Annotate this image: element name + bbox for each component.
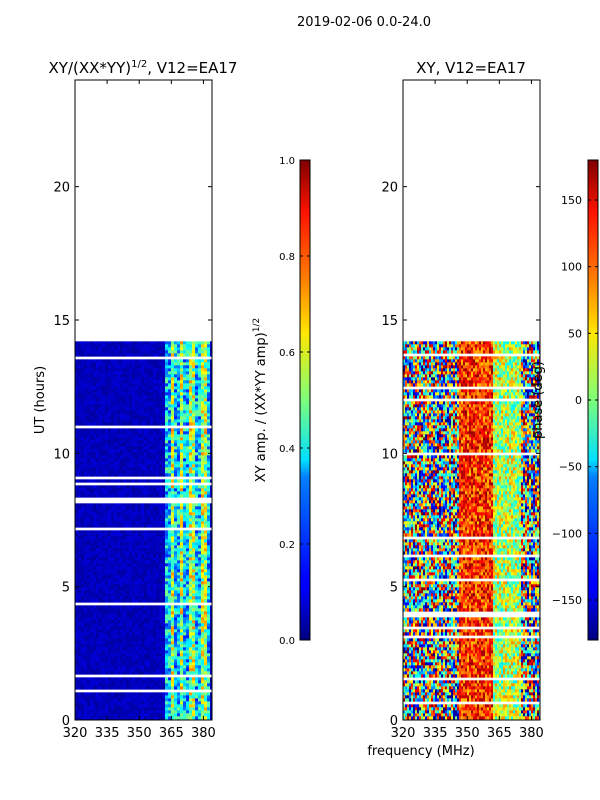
colorbar-tick-label: −100 — [552, 527, 582, 540]
amplitude-panel-title: XY/(XX*YY)1/2, V12=EA17 — [49, 59, 238, 77]
y-tick-label: 5 — [62, 581, 70, 596]
y-tick-label: 5 — [390, 581, 398, 596]
colorbar-tick-label: 0.2 — [279, 540, 295, 551]
x-tick-label: 335 — [95, 726, 120, 741]
phase-colorbar: −150 −100 −50 0 50 100 150 phase (deg) — [531, 159, 599, 641]
colorbar-tick-label: 0.4 — [279, 444, 295, 455]
x-tick-label: 320 — [63, 726, 88, 741]
phase-panel: XY, V12=EA17 320 335 350 365 380 0 5 10 15 20 fre… — [367, 59, 544, 759]
colorbar-tick-label: −150 — [552, 594, 582, 607]
x-tick-label: 380 — [519, 726, 544, 741]
y-tick-label: 20 — [381, 181, 398, 196]
y-tick-label: 0 — [62, 714, 70, 729]
colorbar-tick-label: 100 — [561, 261, 582, 274]
colorbar-tick-label: 0 — [575, 394, 582, 407]
phase-plot-frame — [402, 79, 541, 721]
amplitude-colorbar-gradient — [299, 159, 311, 641]
x-axis-label: frequency (MHz) — [367, 744, 474, 759]
amplitude-panel: XY/(XX*YY)1/2, V12=EA17 320 335 350 365 380 0… — [33, 59, 237, 741]
x-tick-label: 335 — [423, 726, 448, 741]
x-tick-label: 365 — [159, 726, 184, 741]
colorbar-tick-label: 150 — [561, 194, 582, 207]
amplitude-colorbar-label: XY amp. / (XX*YY amp)1/2 — [252, 318, 269, 482]
phase-heatmap — [403, 341, 540, 720]
y-tick-label: 10 — [53, 447, 70, 462]
x-tick-label: 320 — [391, 726, 416, 741]
colorbar-tick-label: −50 — [559, 461, 582, 474]
x-tick-label: 350 — [127, 726, 152, 741]
colorbar-tick-label: 50 — [568, 327, 582, 340]
phase-panel-title: XY, V12=EA17 — [416, 59, 526, 77]
phase-colorbar-label: phase (deg) — [531, 361, 546, 439]
colorbar-tick-label: 0.6 — [279, 348, 295, 359]
amplitude-colorbar: 0.0 0.2 0.4 0.6 0.8 1.0 XY amp. / (XX*YY amp)… — [252, 156, 311, 647]
y-tick-label: 10 — [381, 447, 398, 462]
amplitude-plot-frame — [74, 79, 213, 721]
y-tick-label: 0 — [390, 714, 398, 729]
colorbar-tick-label: 0.0 — [279, 636, 295, 647]
x-tick-label: 350 — [455, 726, 480, 741]
y-tick-label: 15 — [53, 314, 70, 329]
x-tick-label: 365 — [487, 726, 512, 741]
y-tick-label: 15 — [381, 314, 398, 329]
x-tick-label: 380 — [191, 726, 216, 741]
amplitude-y-axis-label: UT (hours) — [33, 366, 48, 434]
y-tick-label: 20 — [53, 181, 70, 196]
colorbar-tick-label: 1.0 — [279, 156, 295, 167]
amplitude-heatmap — [75, 341, 212, 720]
colorbar-tick-label: 0.8 — [279, 252, 295, 263]
figure-suptitle: 2019-02-06 0.0-24.0 — [297, 15, 431, 30]
